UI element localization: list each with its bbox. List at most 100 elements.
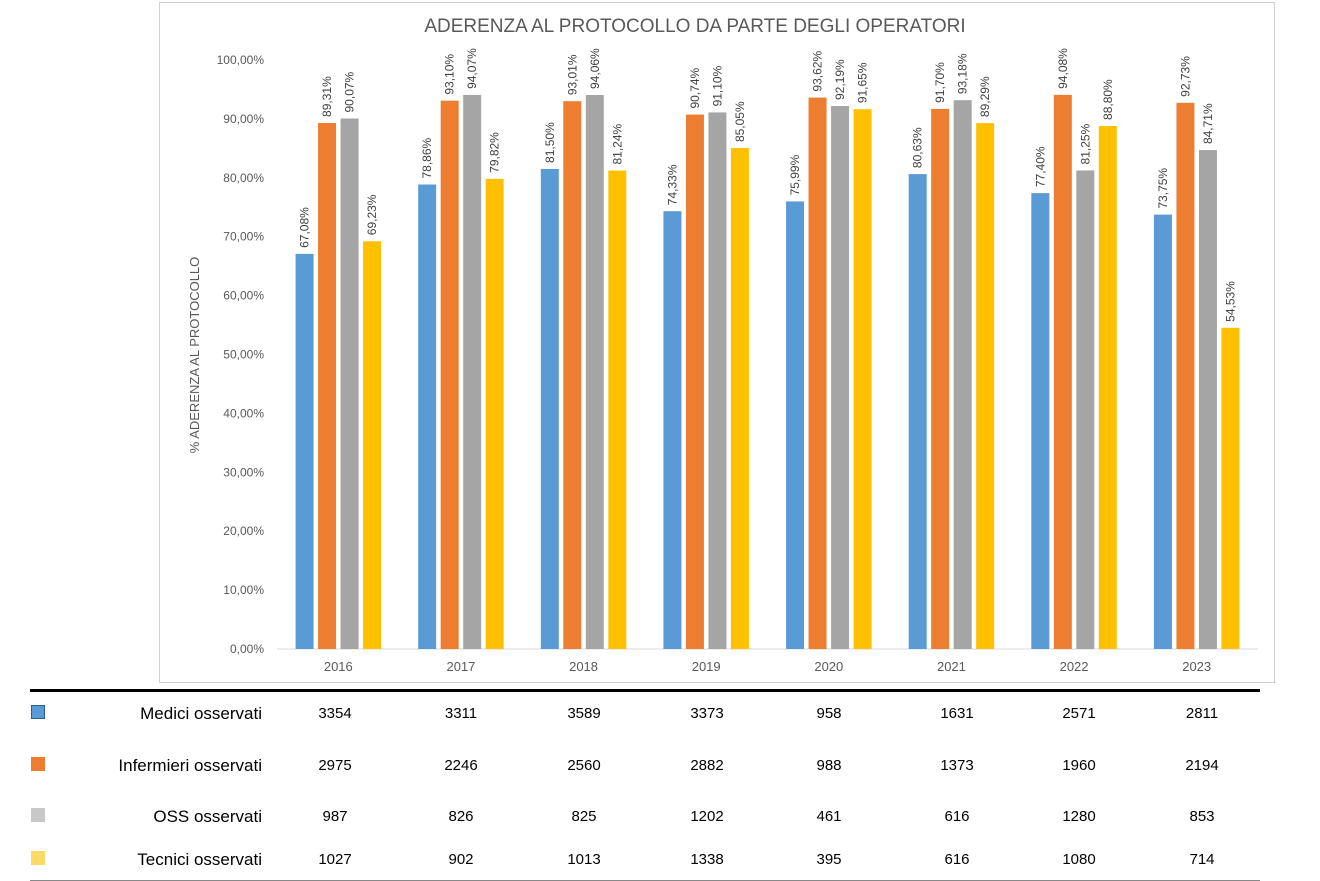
bar bbox=[1098, 125, 1117, 649]
table-row: Infermieri osservati 2975 2246 2560 2882 988 1… bbox=[0, 755, 1320, 785]
data-label: 94,06% bbox=[588, 48, 602, 89]
bar bbox=[786, 201, 805, 650]
table-cell: 3589 bbox=[567, 705, 601, 722]
table-cell: 987 bbox=[322, 808, 348, 825]
table-cell: 1960 bbox=[1062, 757, 1096, 774]
bar-chart: ADERENZA AL PROTOCOLLO DA PARTE DEGLI OP… bbox=[187, 16, 1258, 674]
y-tick-label: 30,00% bbox=[223, 465, 264, 479]
table-cell: 1080 bbox=[1062, 851, 1096, 868]
data-label: 67,08% bbox=[298, 207, 312, 248]
bar bbox=[730, 148, 749, 650]
y-tick-label: 60,00% bbox=[223, 289, 264, 303]
bar bbox=[563, 101, 582, 650]
y-tick-label: 40,00% bbox=[223, 406, 264, 420]
table-cell: 1202 bbox=[690, 808, 724, 825]
y-tick-label: 100,00% bbox=[217, 53, 265, 67]
bar bbox=[685, 114, 704, 650]
table-cell: 461 bbox=[816, 808, 842, 825]
data-label: 81,25% bbox=[1078, 123, 1092, 164]
table-cell: 1027 bbox=[318, 851, 352, 868]
bar bbox=[1153, 214, 1172, 650]
data-label: 85,05% bbox=[733, 101, 747, 142]
y-tick-label: 0,00% bbox=[230, 642, 264, 656]
x-tick-label: 2023 bbox=[1182, 659, 1211, 674]
table-cell: 395 bbox=[816, 851, 842, 868]
table-cell: 958 bbox=[816, 705, 842, 722]
x-tick-label: 2020 bbox=[814, 659, 843, 674]
bar bbox=[363, 241, 382, 650]
table-cell: 3311 bbox=[444, 705, 478, 722]
x-tick-label: 2021 bbox=[937, 659, 966, 674]
bar bbox=[608, 170, 627, 649]
x-tick-label: 2019 bbox=[692, 659, 721, 674]
data-label: 93,01% bbox=[565, 54, 579, 95]
data-label: 93,10% bbox=[443, 54, 457, 95]
bar bbox=[440, 100, 459, 650]
bar bbox=[340, 118, 359, 650]
data-label: 54,53% bbox=[1223, 281, 1237, 322]
table-cell: 2882 bbox=[690, 757, 724, 774]
row-label: OSS osservati bbox=[153, 807, 262, 826]
table-cell: 1338 bbox=[690, 851, 724, 868]
table-row: Tecnici osservati 1027 902 1013 1338 395 616 10… bbox=[0, 849, 1320, 879]
table-cell: 2811 bbox=[1185, 705, 1219, 722]
row-label: Tecnici osservati bbox=[137, 850, 262, 869]
table-cell: 1373 bbox=[940, 757, 974, 774]
data-label: 94,08% bbox=[1056, 48, 1070, 89]
bar bbox=[540, 168, 559, 649]
data-label: 80,63% bbox=[911, 127, 925, 168]
x-tick-label: 2018 bbox=[569, 659, 598, 674]
table-row: OSS osservati 987 826 825 1202 461 616 1280 853 bbox=[0, 806, 1320, 836]
data-label: 79,82% bbox=[488, 132, 502, 173]
data-label: 69,23% bbox=[365, 194, 379, 235]
bar bbox=[1198, 150, 1217, 649]
legend-swatch bbox=[31, 851, 45, 865]
bar bbox=[585, 94, 604, 650]
data-label: 90,07% bbox=[343, 71, 357, 112]
legend-swatch bbox=[31, 705, 45, 719]
data-label: 91,70% bbox=[933, 62, 947, 103]
data-label: 81,24% bbox=[610, 123, 624, 164]
data-label: 78,86% bbox=[420, 137, 434, 178]
bar bbox=[1053, 94, 1072, 650]
data-label: 94,07% bbox=[465, 48, 479, 89]
data-label: 77,40% bbox=[1033, 146, 1047, 187]
data-label: 89,31% bbox=[320, 76, 334, 117]
data-label: 92,73% bbox=[1178, 56, 1192, 97]
bar bbox=[1076, 170, 1095, 649]
data-label: 84,71% bbox=[1201, 103, 1215, 144]
table-cell: 616 bbox=[944, 808, 970, 825]
table-cell: 2560 bbox=[567, 757, 601, 774]
table-cell: 616 bbox=[944, 851, 970, 868]
table-cell: 2246 bbox=[444, 757, 478, 774]
y-tick-label: 10,00% bbox=[223, 583, 264, 597]
table-cell: 2975 bbox=[318, 757, 352, 774]
chart-title: ADERENZA AL PROTOCOLLO DA PARTE DEGLI OP… bbox=[424, 16, 965, 37]
table-cell: 853 bbox=[1189, 808, 1215, 825]
data-label: 93,62% bbox=[811, 51, 825, 92]
bar bbox=[831, 106, 850, 649]
bar bbox=[463, 94, 482, 650]
bar bbox=[318, 122, 337, 649]
data-label: 91,65% bbox=[856, 62, 870, 103]
data-label: 75,99% bbox=[788, 154, 802, 195]
table-cell: 2571 bbox=[1062, 705, 1096, 722]
table-cell: 3373 bbox=[690, 705, 724, 722]
bar bbox=[808, 97, 827, 650]
table-cell: 1631 bbox=[940, 705, 974, 722]
legend-swatch bbox=[31, 808, 45, 822]
row-label: Infermieri osservati bbox=[118, 756, 262, 775]
y-axis-title: % ADERENZA AL PROTOCOLLO bbox=[187, 257, 202, 454]
bar bbox=[418, 184, 437, 650]
y-tick-label: 20,00% bbox=[223, 524, 264, 538]
data-label: 92,19% bbox=[833, 59, 847, 100]
bar bbox=[853, 109, 872, 649]
y-tick-label: 70,00% bbox=[223, 230, 264, 244]
data-label: 90,74% bbox=[688, 68, 702, 109]
bar bbox=[708, 112, 727, 649]
table-cell: 825 bbox=[571, 808, 597, 825]
x-tick-label: 2016 bbox=[324, 659, 353, 674]
bar bbox=[1031, 193, 1050, 649]
table-top-rule bbox=[30, 689, 1260, 692]
chart-panel: ADERENZA AL PROTOCOLLO DA PARTE DEGLI OP… bbox=[159, 2, 1275, 683]
